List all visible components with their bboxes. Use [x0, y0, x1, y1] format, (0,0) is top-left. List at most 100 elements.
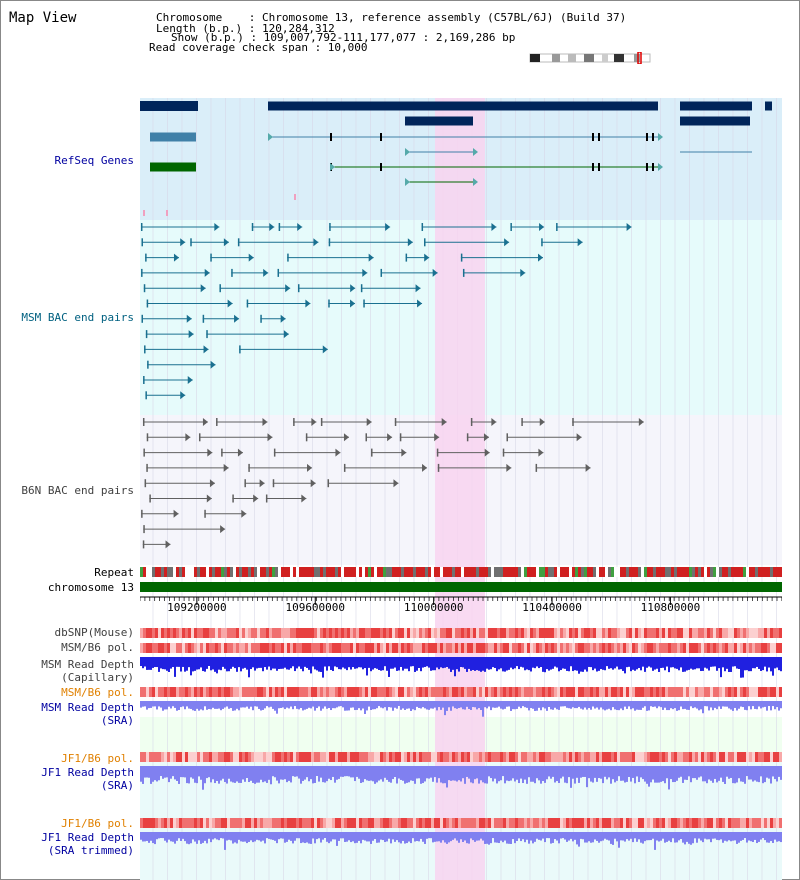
- read-depth-bar: [460, 832, 462, 840]
- polymorphism-cell: [497, 628, 500, 638]
- polymorphism-cell: [395, 628, 398, 638]
- read-depth-bar: [444, 832, 446, 843]
- polymorphism-cell: [749, 628, 752, 638]
- read-depth-bar: [222, 766, 224, 779]
- read-depth-bar: [618, 766, 620, 777]
- read-depth-bar: [202, 766, 204, 790]
- read-depth-bar: [274, 701, 276, 711]
- repeat-element: [677, 567, 680, 577]
- repeat-track: [140, 567, 782, 577]
- polymorphism-cell: [581, 752, 584, 762]
- polymorphism-cell: [728, 628, 731, 638]
- polymorphism-cell: [449, 643, 452, 653]
- polymorphism-cell: [359, 628, 362, 638]
- read-depth-bar: [560, 766, 562, 779]
- read-depth-bar: [162, 701, 164, 711]
- read-depth-bar: [192, 657, 194, 672]
- read-depth-bar: [526, 701, 528, 708]
- polymorphism-cell: [506, 752, 509, 762]
- polymorphism-cell: [647, 818, 650, 828]
- polymorphism-cell: [347, 628, 350, 638]
- read-depth-bar: [248, 657, 250, 678]
- polymorphism-cell: [146, 628, 149, 638]
- read-depth-bar: [258, 701, 260, 709]
- read-depth-bar: [536, 832, 538, 839]
- read-depth-bar: [612, 766, 614, 780]
- read-depth-bar: [692, 766, 694, 779]
- read-depth-bar: [520, 701, 522, 709]
- polymorphism-cell: [713, 643, 716, 653]
- read-depth-bar: [652, 832, 654, 839]
- read-depth-bar: [318, 766, 320, 782]
- polymorphism-cell: [686, 687, 689, 697]
- polymorphism-cell: [389, 643, 392, 653]
- polymorphism-cell: [770, 643, 773, 653]
- repeat-element: [668, 567, 671, 577]
- polymorphism-cell: [530, 687, 533, 697]
- read-depth-bar: [524, 766, 526, 780]
- repeat-element: [689, 567, 692, 577]
- bac-end-arrow: [538, 253, 544, 262]
- polymorphism-cell: [749, 752, 752, 762]
- chromosome-ideogram[interactable]: [528, 52, 652, 64]
- read-depth-bar: [574, 657, 576, 671]
- read-depth-bar: [350, 701, 352, 708]
- polymorphism-cell: [719, 752, 722, 762]
- polymorphism-cell: [275, 687, 278, 697]
- polymorphism-cell: [155, 752, 158, 762]
- read-depth-bar: [380, 832, 382, 840]
- axis-tick-label: 109600000: [285, 601, 346, 614]
- polymorphism-cell: [308, 643, 311, 653]
- polymorphism-cell: [374, 687, 377, 697]
- read-depth-bar: [626, 657, 628, 668]
- polymorphism-cell: [326, 818, 329, 828]
- polymorphism-cell: [689, 818, 692, 828]
- polymorphism-cell: [740, 818, 743, 828]
- read-depth-bar: [292, 766, 294, 777]
- polymorphism-cell: [698, 687, 701, 697]
- polymorphism-cell: [404, 628, 407, 638]
- repeat-element: [515, 567, 518, 577]
- repeat-element: [491, 567, 494, 577]
- read-depth-bar: [338, 657, 340, 670]
- read-depth-bar: [708, 701, 710, 711]
- read-depth-bar: [302, 766, 304, 781]
- read-depth-bar: [654, 766, 656, 783]
- polymorphism-cell: [194, 643, 197, 653]
- read-depth-bar: [450, 701, 452, 711]
- read-depth-bar: [334, 766, 336, 783]
- read-depth-bar: [384, 766, 386, 778]
- read-depth-bar: [366, 832, 368, 842]
- read-depth-bar: [240, 832, 242, 842]
- polymorphism-cell: [224, 628, 227, 638]
- read-depth-bar: [172, 657, 174, 668]
- polymorphism-cell: [602, 643, 605, 653]
- polymorphism-cell: [380, 818, 383, 828]
- polymorphism-cell: [245, 752, 248, 762]
- repeat-element: [590, 567, 593, 577]
- bac-end: [424, 238, 426, 247]
- polymorphism-cell: [323, 628, 326, 638]
- read-depth-bar: [366, 657, 368, 676]
- polymorphism-cell: [596, 643, 599, 653]
- repeat-element: [449, 567, 452, 577]
- read-depth-bar: [476, 701, 478, 710]
- read-depth-bar: [186, 766, 188, 784]
- repeat-element: [656, 567, 659, 577]
- read-depth-bar: [742, 701, 744, 708]
- polymorphism-cell: [248, 752, 251, 762]
- polymorphism-cell: [293, 643, 296, 653]
- polymorphism-cell: [539, 818, 542, 828]
- read-depth-bar: [552, 657, 554, 669]
- genome-browser-tracks[interactable]: [140, 98, 782, 880]
- polymorphism-cell: [284, 643, 287, 653]
- polymorphism-cell: [413, 628, 416, 638]
- read-depth-bar: [748, 832, 750, 841]
- read-depth-bar: [732, 766, 734, 784]
- repeat-element: [776, 567, 779, 577]
- polymorphism-cell: [266, 687, 269, 697]
- read-depth-bar: [464, 657, 466, 669]
- read-depth-bar: [774, 832, 776, 840]
- polymorphism-cell: [275, 752, 278, 762]
- read-depth-bar: [450, 657, 452, 672]
